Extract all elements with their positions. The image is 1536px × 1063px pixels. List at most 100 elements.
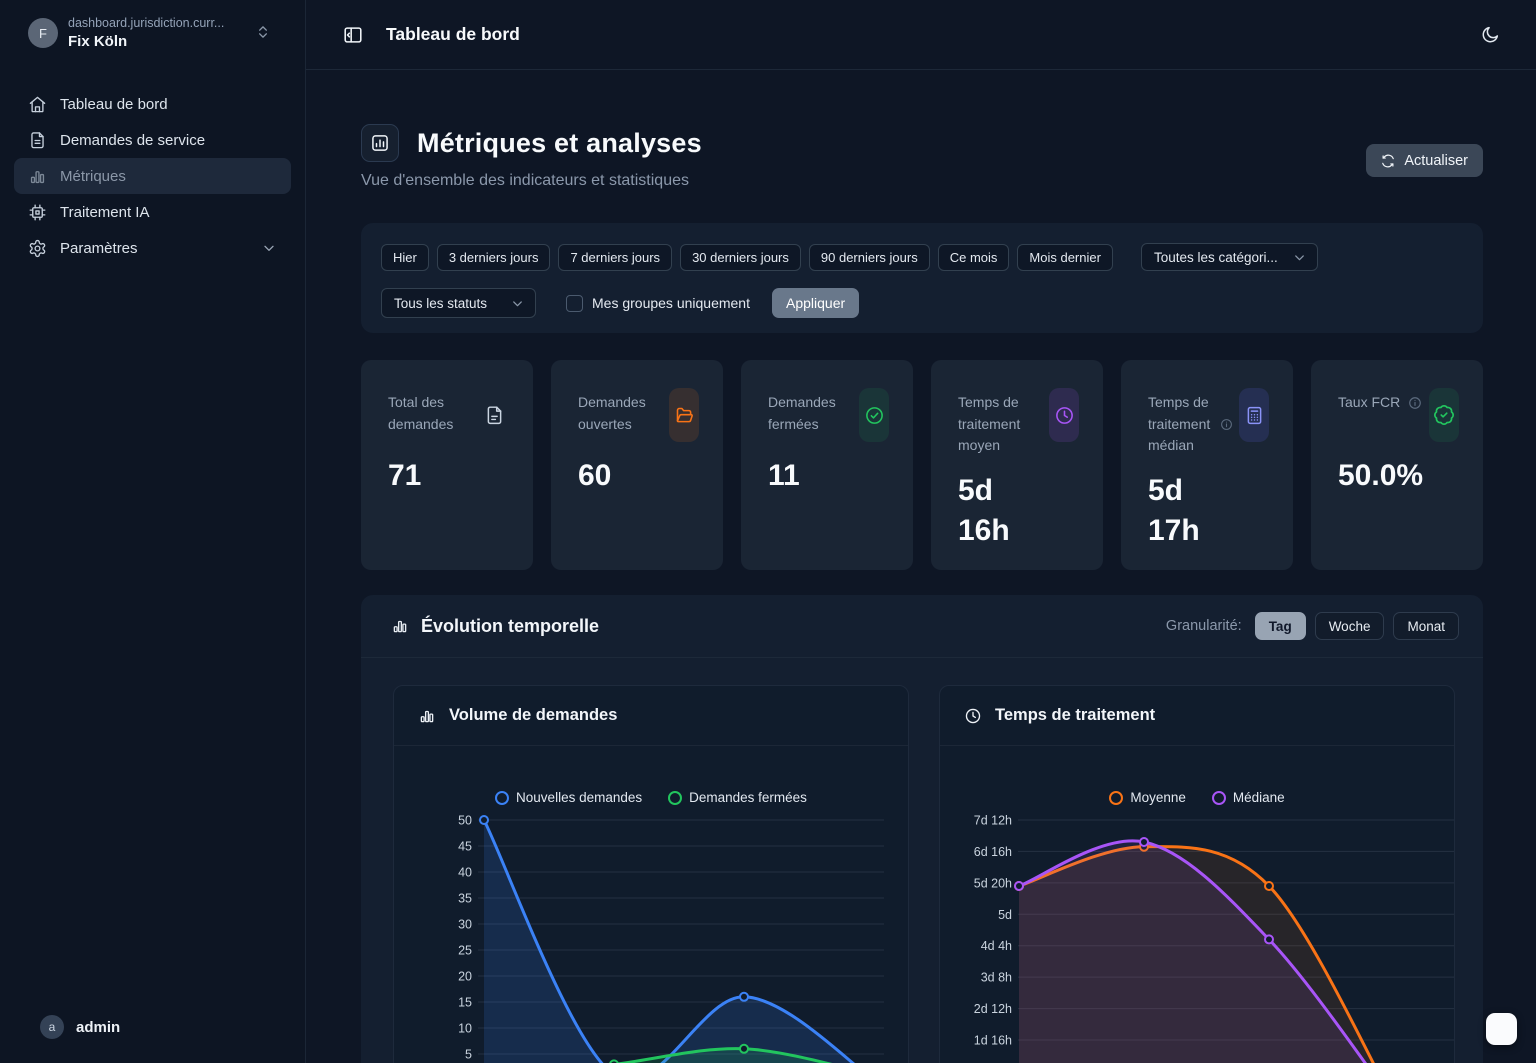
stat-value: 5d 16h: [958, 474, 1010, 547]
panel-collapse-icon[interactable]: [342, 24, 364, 46]
legend-ring-icon: [1211, 790, 1226, 805]
chevron-down-icon: [510, 296, 525, 311]
granularity-monat-button[interactable]: Monat: [1393, 612, 1459, 640]
y-tick-label: 2d 12h: [974, 1002, 1012, 1016]
legend-item[interactable]: Demandes fermées: [668, 790, 807, 805]
status-select-value: Tous les statuts: [394, 295, 488, 311]
granularity-label: Granularité:: [1165, 618, 1242, 634]
data-point[interactable]: [609, 1059, 619, 1063]
legend-ring-icon: [668, 790, 683, 805]
stat-card-total-demandes: Total des demandes 71: [361, 360, 533, 570]
stat-label: Demandes fermées: [768, 394, 836, 432]
y-tick-label: 5d 20h: [974, 876, 1012, 890]
user-menu[interactable]: a admin: [0, 999, 305, 1063]
data-point[interactable]: [739, 1043, 749, 1054]
refresh-button[interactable]: Actualiser: [1366, 144, 1483, 177]
stat-value: 5d 17h: [1148, 474, 1200, 547]
moon-icon[interactable]: [1480, 25, 1500, 45]
badge-check-icon: [1429, 388, 1459, 442]
data-point[interactable]: [1139, 836, 1149, 847]
topbar-title: Tableau de bord: [386, 24, 520, 44]
y-tick-label: 15: [458, 996, 472, 1010]
filter-chip-mois-dernier[interactable]: Mois dernier: [1017, 243, 1113, 271]
checkbox-label: Mes groupes uniquement: [592, 295, 750, 311]
chevrons-up-down-icon[interactable]: [255, 24, 271, 40]
chart-legend: Nouvelles demandes Demandes fermées: [394, 790, 908, 805]
page-header: Métriques et analyses Vue d'ensemble des…: [361, 124, 1483, 192]
sidebar-item-parametres[interactable]: Paramètres: [14, 230, 291, 266]
sidebar-item-traitement-ia[interactable]: Traitement IA: [14, 194, 291, 230]
y-tick-label: 45: [458, 840, 472, 854]
checkbox-icon[interactable]: [566, 294, 583, 312]
data-point[interactable]: [479, 815, 489, 825]
filter-chip-3-jours[interactable]: 3 derniers jours: [436, 243, 551, 271]
y-tick-label: 4d 4h: [981, 939, 1012, 953]
stat-card-temps-moyen: Temps de traitement moyen 5d 16h: [931, 360, 1103, 570]
sidebar-nav: Tableau de bord Demandes de service Métr…: [0, 86, 305, 266]
stat-value: 50.0%: [1338, 459, 1424, 492]
legend-item[interactable]: Médiane: [1211, 790, 1285, 805]
stat-label: Taux FCR: [1338, 394, 1401, 410]
metrics-icon: [361, 124, 399, 162]
sidebar-item-tableau-de-bord[interactable]: Tableau de bord: [14, 86, 291, 122]
sidebar-item-label: Paramètres: [60, 239, 138, 257]
info-icon: [1220, 418, 1233, 431]
legend-label: Moyenne: [1130, 790, 1186, 805]
floating-button[interactable]: [1486, 1013, 1517, 1045]
apply-button[interactable]: Appliquer: [772, 288, 860, 318]
stat-label: Demandes ouvertes: [578, 394, 646, 432]
status-select[interactable]: Tous les statuts: [381, 288, 536, 318]
sidebar-item-metriques[interactable]: Métriques: [14, 158, 291, 194]
info-icon: [1408, 396, 1422, 410]
legend-label: Médiane: [1232, 790, 1285, 805]
evolution-panel: Évolution temporelle Granularité: Tag Wo…: [361, 595, 1483, 1063]
filter-chip-90-jours[interactable]: 90 derniers jours: [808, 243, 930, 271]
filter-chip-7-jours[interactable]: 7 derniers jours: [558, 243, 673, 271]
series-line: [1017, 845, 1375, 1063]
bar-chart-icon: [391, 617, 409, 635]
data-point[interactable]: [1264, 880, 1274, 891]
series-area: [1019, 840, 1366, 1063]
data-point[interactable]: [1264, 934, 1274, 945]
workspace-text: dashboard.jurisdiction.curr... Fix Köln: [68, 16, 224, 50]
granularity-woche-button[interactable]: Woche: [1314, 612, 1385, 640]
legend-item[interactable]: Nouvelles demandes: [495, 790, 642, 805]
granularity-tag-button[interactable]: Tag: [1254, 612, 1306, 640]
gear-icon: [28, 239, 47, 258]
y-tick-label: 30: [458, 918, 472, 932]
chevron-down-icon: [261, 240, 277, 256]
legend-ring-icon: [495, 790, 510, 805]
series-line: [613, 1047, 833, 1063]
filter-chip-hier[interactable]: Hier: [381, 243, 429, 271]
stat-cards: Total des demandes 71 Demandes ouvertes …: [361, 360, 1483, 570]
data-point[interactable]: [739, 991, 749, 1002]
y-tick-label: 5d: [998, 908, 1012, 922]
user-avatar: a: [40, 1015, 64, 1039]
sidebar-item-demandes-de-service[interactable]: Demandes de service: [14, 122, 291, 158]
folder-open-icon: [669, 388, 699, 442]
series-area: [484, 820, 853, 1063]
chart-legend: Moyenne Médiane: [940, 790, 1454, 805]
chart-title: Volume de demandes: [449, 706, 618, 724]
stat-card-temps-median: Temps de traitement médian 5d 17h: [1121, 360, 1293, 570]
y-tick-label: 50: [458, 814, 472, 828]
my-groups-checkbox-row[interactable]: Mes groupes uniquement: [566, 294, 750, 312]
category-select[interactable]: Toutes les catégori...: [1140, 243, 1318, 271]
filter-chip-ce-mois[interactable]: Ce mois: [937, 243, 1010, 271]
stat-label: Temps de traitement médian: [1148, 394, 1211, 454]
legend-item[interactable]: Moyenne: [1109, 790, 1186, 805]
bar-chart-icon: [28, 167, 47, 186]
refresh-icon: [1381, 154, 1395, 168]
stat-value: 11: [768, 459, 800, 492]
chevron-down-icon: [1292, 250, 1307, 265]
workspace-switcher[interactable]: F dashboard.jurisdiction.curr... Fix Köl…: [0, 0, 305, 50]
clock-icon: [1049, 388, 1079, 442]
y-tick-label: 25: [458, 944, 472, 958]
series-line: [482, 818, 855, 1063]
user-name: admin: [76, 1018, 121, 1036]
filter-chip-30-jours[interactable]: 30 derniers jours: [680, 243, 801, 271]
stat-value: 60: [578, 459, 612, 492]
y-tick-label: 20: [458, 970, 472, 984]
data-point[interactable]: [1014, 880, 1024, 891]
